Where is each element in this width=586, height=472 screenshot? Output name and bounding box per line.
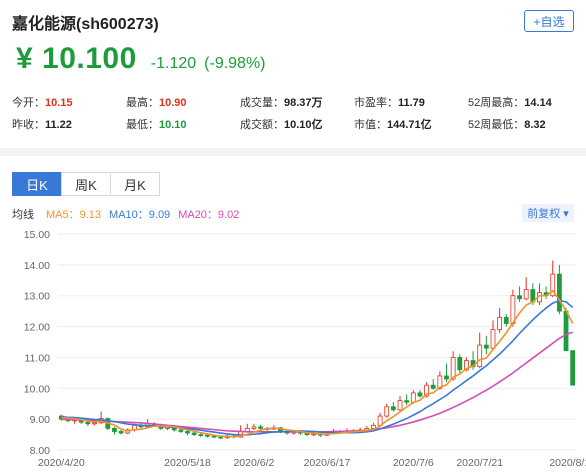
x-tick-label: 2020/5/18 <box>164 457 211 469</box>
candle-body <box>258 426 263 429</box>
candle-body <box>112 427 117 432</box>
x-tick-label: 2020/8/10 <box>549 457 586 469</box>
x-tick-label: 2020/6/2 <box>233 457 274 469</box>
y-tick-label: 14.00 <box>24 260 50 272</box>
y-tick-label: 10.00 <box>24 383 50 395</box>
candle-body <box>178 429 184 432</box>
tab-weekly-k[interactable]: 周K <box>61 172 111 196</box>
quote: ¥ 10.100 -1.120 (-9.98%) <box>16 42 266 82</box>
stat-low: 最低：10.10 <box>126 119 187 131</box>
candle-body <box>377 415 383 426</box>
candle-body <box>371 424 376 429</box>
candle-body <box>118 431 124 434</box>
candle-body <box>563 310 569 352</box>
kline-chart[interactable]: 15.0014.0013.0012.0011.0010.009.008.0020… <box>0 222 586 472</box>
x-tick-label: 2020/7/21 <box>456 457 503 469</box>
candle-body <box>503 316 509 324</box>
tab-daily-k[interactable]: 日K <box>12 172 62 196</box>
ma20-line <box>61 331 573 433</box>
candle-body <box>390 406 396 411</box>
current-price: ¥ 10.100 <box>16 42 137 75</box>
ma-label: 均线 <box>12 209 34 221</box>
candle-body <box>550 273 556 297</box>
candle-body <box>397 400 403 411</box>
y-tick-label: 8.00 <box>30 445 51 457</box>
candle-body <box>410 392 416 403</box>
stat-open: 今开：10.15 <box>12 97 73 109</box>
stats-row: 今开：10.15 最高：10.90 成交量：98.37万 市盈率：11.79 5… <box>12 94 582 116</box>
candle-body <box>198 434 204 436</box>
candle-body <box>92 422 97 425</box>
candle-body <box>191 432 197 435</box>
candle-body <box>404 400 410 403</box>
stats-row: 昨收：11.22 最低：10.10 成交额：10.10亿 市值：144.71亿 … <box>12 116 582 138</box>
period-tabs: 日K 周K 月K <box>12 172 160 196</box>
candle-body <box>424 384 429 397</box>
candle-body <box>85 421 91 425</box>
stat-volume: 成交量：98.37万 <box>240 97 323 109</box>
candle-body <box>464 360 469 371</box>
x-tick-label: 2020/6/17 <box>304 457 351 469</box>
candle-body <box>444 375 449 380</box>
stat-market-cap: 市值：144.71亿 <box>354 119 432 131</box>
candle-body <box>523 289 529 300</box>
header: 嘉化能源(sh600273) +自选 <box>12 8 574 36</box>
stat-pe: 市盈率：11.79 <box>354 97 425 109</box>
y-tick-label: 11.00 <box>25 352 51 364</box>
ma10-line <box>61 299 574 436</box>
candle-body <box>450 357 456 380</box>
candle-body <box>517 295 522 300</box>
ma10-value: MA10：9.09 <box>109 209 171 221</box>
candle-body <box>218 436 224 439</box>
tab-monthly-k[interactable]: 月K <box>110 172 160 196</box>
candle-body <box>457 357 463 371</box>
candle-body <box>384 406 390 417</box>
ma5-line <box>61 289 574 438</box>
ma20-value: MA20：9.02 <box>178 209 240 221</box>
price-adjust-dropdown[interactable]: 前复权 ▾ <box>522 204 574 222</box>
candle-body <box>417 392 423 397</box>
x-tick-label: 2020/7/6 <box>393 457 434 469</box>
candle-body <box>211 435 217 438</box>
price-change: -1.120 <box>150 55 197 72</box>
candle-body <box>430 384 436 389</box>
candle-body <box>557 273 562 312</box>
y-tick-label: 12.00 <box>24 322 50 334</box>
candle-body <box>490 329 496 349</box>
x-tick-label: 2020/4/20 <box>38 457 85 469</box>
y-tick-label: 13.00 <box>24 291 50 303</box>
price-change-percent: (-9.98%) <box>204 55 266 72</box>
candle-body <box>483 344 489 349</box>
candle-body <box>497 316 503 331</box>
y-tick-label: 9.00 <box>30 414 51 426</box>
stats-panel: 今开：10.15 最高：10.90 成交量：98.37万 市盈率：11.79 5… <box>12 94 582 138</box>
section-divider <box>0 148 586 156</box>
stat-52w-low: 52周最低：8.32 <box>468 119 546 131</box>
add-watchlist-button[interactable]: +自选 <box>524 10 574 32</box>
stat-52w-high: 52周最高：14.14 <box>468 97 552 109</box>
candle-body <box>570 350 576 386</box>
y-tick-label: 15.00 <box>24 229 50 241</box>
stat-prev-close: 昨收：11.22 <box>12 119 72 131</box>
candle-body <box>510 295 516 324</box>
candle-body <box>477 344 483 368</box>
ma-legend: 均线 MA5：9.13 MA10：9.09 MA20：9.02 前复权 ▾ <box>12 204 574 222</box>
stat-turnover: 成交额：10.10亿 <box>240 119 323 131</box>
stock-name: 嘉化能源(sh600273) <box>12 16 159 33</box>
ma5-value: MA5：9.13 <box>46 209 102 221</box>
candle-body <box>251 426 257 429</box>
candle-body <box>205 434 210 437</box>
candle-body <box>185 431 190 434</box>
stat-high: 最高：10.90 <box>126 97 187 109</box>
